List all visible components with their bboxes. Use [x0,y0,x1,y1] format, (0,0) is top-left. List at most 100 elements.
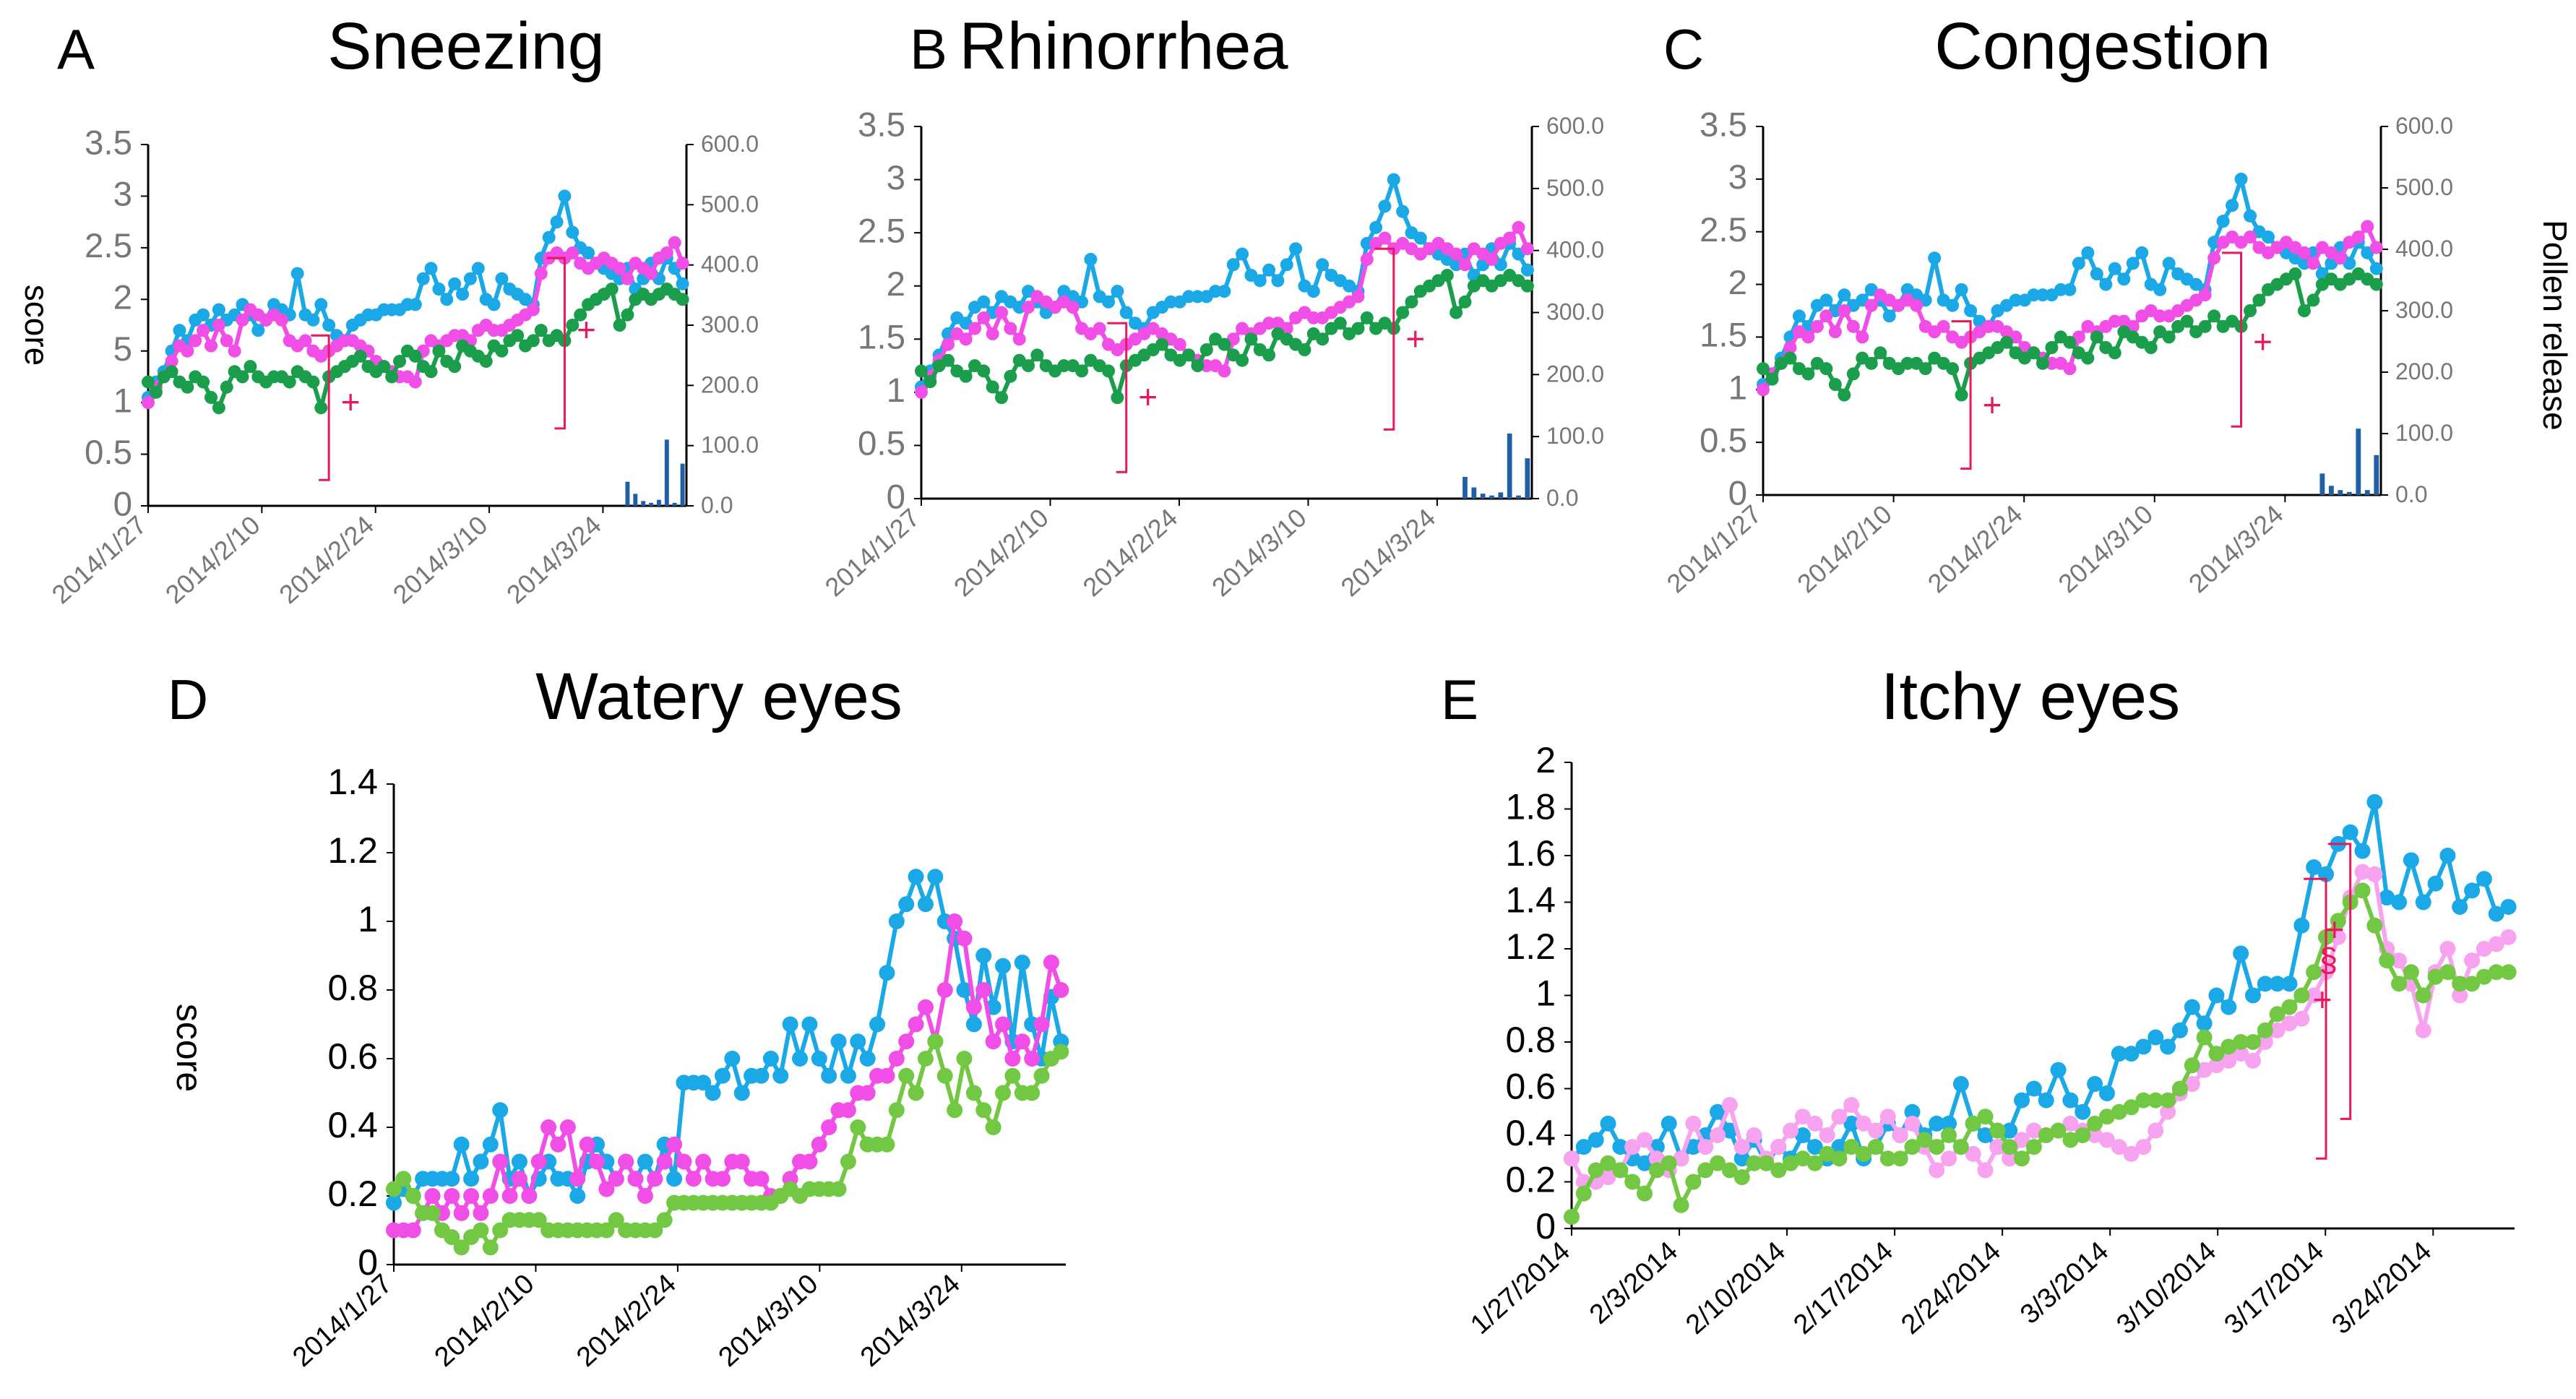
series-point-lightpink [2098,1132,2115,1148]
y-tick-label: 0.6 [327,1036,378,1077]
series-point-blue [2148,1029,2164,1046]
series-point-lightgreen [2330,913,2346,929]
series-point-lightgreen [2354,882,2371,899]
y-axis-label: score [169,1004,210,1092]
series-point-lightpink [2184,1076,2200,1093]
series-point-lightgreen [985,1119,1001,1135]
series-point-green [1819,362,1833,376]
series-point-lightpink [1843,1097,1860,1114]
series-point-green [2297,304,2311,317]
series-point-green [2244,304,2257,317]
series-point-blue [424,262,438,275]
series-point-blue [724,1051,741,1067]
series-point-magenta [1819,309,1833,323]
series-point-blue [444,1171,460,1187]
series-point-magenta [540,1119,557,1135]
y2-tick-label: 100.0 [2395,420,2453,446]
series-point-lightpink [1624,1139,1641,1155]
series-point-green [1874,346,1887,360]
pollen-bar [2346,491,2352,495]
series-point-lightpink [2014,1132,2030,1148]
y-tick-label: 1.2 [1505,926,1556,967]
series-point-magenta [968,322,982,335]
series-point-green [314,401,328,415]
series-point-magenta [1004,1051,1021,1067]
y-axis-label: score [18,285,56,366]
series-point-green [621,308,634,322]
series-point-magenta [569,1171,586,1187]
series-point-green [2306,293,2320,307]
series-point-blue [251,324,265,337]
series-point-blue [2087,1076,2103,1093]
series-point-magenta [676,257,689,270]
series-point-green [220,380,233,394]
significance-mark: + [2313,981,2332,1018]
series-point-lightpink [2208,1057,2225,1074]
series-point-blue [2160,1038,2176,1055]
series-point-lightgreen [1648,1162,1665,1179]
chart-title: Sneezing [327,9,605,83]
y2-tick-label: 600.0 [2395,113,2453,139]
panel-letter: C [1663,17,1704,81]
series-point-lightpink [2488,936,2504,952]
series-point-green [959,369,973,383]
series-point-lightgreen [492,1222,509,1239]
y2-tick-label: 100.0 [701,432,759,458]
series-point-green [1864,356,1878,370]
y-tick-label: 0.2 [1505,1160,1556,1200]
series-point-magenta [995,1016,1012,1033]
series-point-magenta [985,1033,1001,1050]
series-point-lightgreen [1710,1155,1726,1171]
series-point-lightgreen [2098,1109,2115,1125]
series-point-blue [1387,173,1400,186]
series-point-magenta [1033,1016,1050,1033]
series-point-lightgreen [1965,1115,1981,1132]
pollen-bar [2328,486,2334,495]
series-point-blue [956,982,973,998]
series-point-green [212,401,225,415]
series-point-blue [566,225,580,239]
series-point-blue [1733,1150,1750,1167]
series-point-magenta [1199,359,1213,373]
series-point-green [1360,311,1374,324]
series-point-magenta [204,339,218,353]
series-point-blue [463,1171,480,1187]
pollen-bar [633,494,638,506]
series-point-green [1004,369,1017,383]
series-point-lightpink [2281,1015,2298,1032]
series-point-magenta [942,337,955,351]
series-line-magenta [394,919,1064,1233]
series-point-lightgreen [1564,1208,1580,1225]
series-point-lightgreen [2002,1139,2018,1155]
x-tick-label: 2014/3/10 [2052,499,2158,598]
y-tick-label: 0.8 [1505,1020,1556,1060]
series-point-magenta [1458,258,1472,272]
series-point-lightgreen [1941,1127,1957,1143]
series-point-blue [942,327,955,340]
significance-bracket [1951,320,1972,470]
x-tick-label: 2/10/2014 [1680,1236,1791,1340]
series-point-magenta [298,334,312,348]
x-tick-label: 2014/3/24 [501,509,607,609]
x-tick-label: 2/24/2014 [1895,1236,2007,1340]
y-tick-label: 0 [113,485,132,523]
series-point-lightpink [2160,1103,2176,1120]
x-tick-label: 3/10/2014 [2111,1236,2222,1340]
series-point-blue [2415,894,2431,911]
panel-letter: B [910,17,947,81]
series-point-lightgreen [1770,1162,1787,1179]
series-point-blue [676,277,689,290]
series-point-magenta [473,1205,489,1221]
series-point-magenta [566,246,580,259]
significance-mark: + [1405,319,1425,357]
series-point-lightgreen [2111,1103,2127,1120]
series-point-blue [753,1067,770,1084]
series-point-lightgreen [1929,1139,1945,1155]
series-point-blue [2439,848,2456,864]
series-point-green [1440,269,1454,282]
series-point-lightgreen [1588,1162,1604,1179]
y-tick-label: 3 [113,176,132,214]
pollen-bar [1480,494,1486,499]
series-point-blue [1102,295,1116,309]
x-tick-label: 3/17/2014 [2219,1236,2330,1340]
